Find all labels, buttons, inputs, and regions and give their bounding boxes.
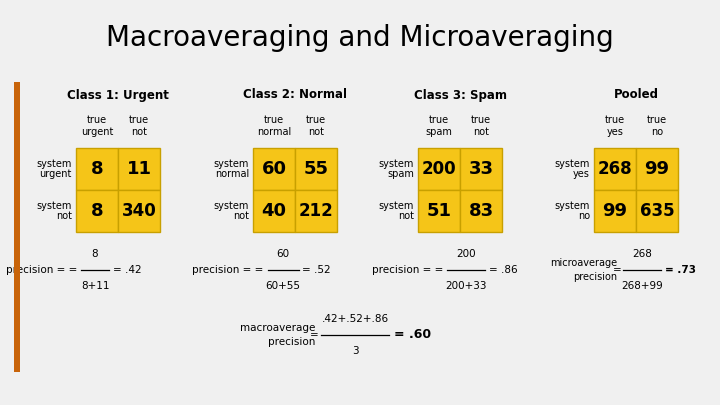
Text: = .52: = .52 [302,265,331,275]
Text: spam: spam [426,127,452,137]
Bar [418,190,460,232]
Text: system: system [37,159,72,169]
Text: 8: 8 [91,160,103,178]
Text: Pooled: Pooled [613,89,659,102]
Text: system: system [214,201,249,211]
Bar [418,148,460,190]
Text: 99: 99 [603,202,628,220]
Text: no: no [578,211,590,221]
Text: not: not [473,127,489,137]
Text: precision: precision [268,337,315,347]
Text: system: system [379,201,414,211]
Text: precision = =: precision = = [192,265,264,275]
Text: true: true [605,115,625,125]
Text: spam: spam [387,169,414,179]
Text: = .86: = .86 [489,265,517,275]
Text: true: true [306,115,326,125]
Text: system: system [214,159,249,169]
Text: Class 2: Normal: Class 2: Normal [243,89,347,102]
Text: 635: 635 [639,202,675,220]
Text: 268: 268 [598,160,632,178]
Text: true: true [87,115,107,125]
Text: system: system [37,201,72,211]
Bar [76,148,118,190]
Text: urgent: urgent [81,127,113,137]
Bar [253,148,295,190]
Text: = .73: = .73 [665,265,696,275]
Text: true: true [471,115,491,125]
Text: 8: 8 [91,249,99,259]
Text: .42+.52+.86: .42+.52+.86 [321,314,389,324]
Text: true: true [129,115,149,125]
Text: 99: 99 [644,160,670,178]
Text: no: no [651,127,663,137]
Text: =: = [613,265,621,275]
Text: 212: 212 [299,202,333,220]
Text: 40: 40 [261,202,287,220]
Text: 200+33: 200+33 [445,281,487,291]
Text: system: system [554,201,590,211]
Text: 60: 60 [276,249,289,259]
Text: urgent: urgent [40,169,72,179]
Text: system: system [554,159,590,169]
Text: 51: 51 [426,202,451,220]
Text: not: not [233,211,249,221]
Bar [636,190,678,232]
Text: true: true [264,115,284,125]
Bar [295,148,337,190]
Text: 11: 11 [127,160,151,178]
Text: not: not [308,127,324,137]
Text: normal: normal [215,169,249,179]
Text: = .60: = .60 [394,328,431,341]
Text: macroaverage: macroaverage [240,323,315,333]
Text: 268: 268 [632,249,652,259]
Text: yes: yes [606,127,624,137]
Text: not: not [131,127,147,137]
Bar [14,82,20,372]
Bar [594,148,636,190]
Text: precision = =: precision = = [6,265,77,275]
Text: =: = [310,330,319,340]
Text: not: not [398,211,414,221]
Text: 33: 33 [469,160,493,178]
Text: 200: 200 [456,249,476,259]
Text: precision = =: precision = = [372,265,444,275]
Text: 83: 83 [469,202,494,220]
Bar [460,148,502,190]
Bar [594,190,636,232]
Text: 60+55: 60+55 [266,281,300,291]
Text: Macroaveraging and Microaveraging: Macroaveraging and Microaveraging [106,24,614,52]
Text: true: true [647,115,667,125]
Text: 8: 8 [91,202,103,220]
Text: yes: yes [573,169,590,179]
Text: true: true [429,115,449,125]
Bar [118,190,160,232]
Bar [253,190,295,232]
Text: 340: 340 [122,202,156,220]
Text: system: system [379,159,414,169]
Text: microaverage: microaverage [550,258,618,268]
Text: = .42: = .42 [113,265,142,275]
Text: 268+99: 268+99 [621,281,663,291]
Text: 8+11: 8+11 [81,281,109,291]
Bar [460,190,502,232]
Text: 55: 55 [304,160,328,178]
Text: not: not [56,211,72,221]
Text: 200: 200 [422,160,456,178]
Bar [636,148,678,190]
Bar [295,190,337,232]
Text: 60: 60 [261,160,287,178]
Bar [76,190,118,232]
Bar [118,148,160,190]
Text: normal: normal [257,127,291,137]
Text: precision: precision [573,272,618,282]
Text: Class 3: Spam: Class 3: Spam [413,89,506,102]
Text: 3: 3 [351,346,359,356]
Text: Class 1: Urgent: Class 1: Urgent [67,89,169,102]
